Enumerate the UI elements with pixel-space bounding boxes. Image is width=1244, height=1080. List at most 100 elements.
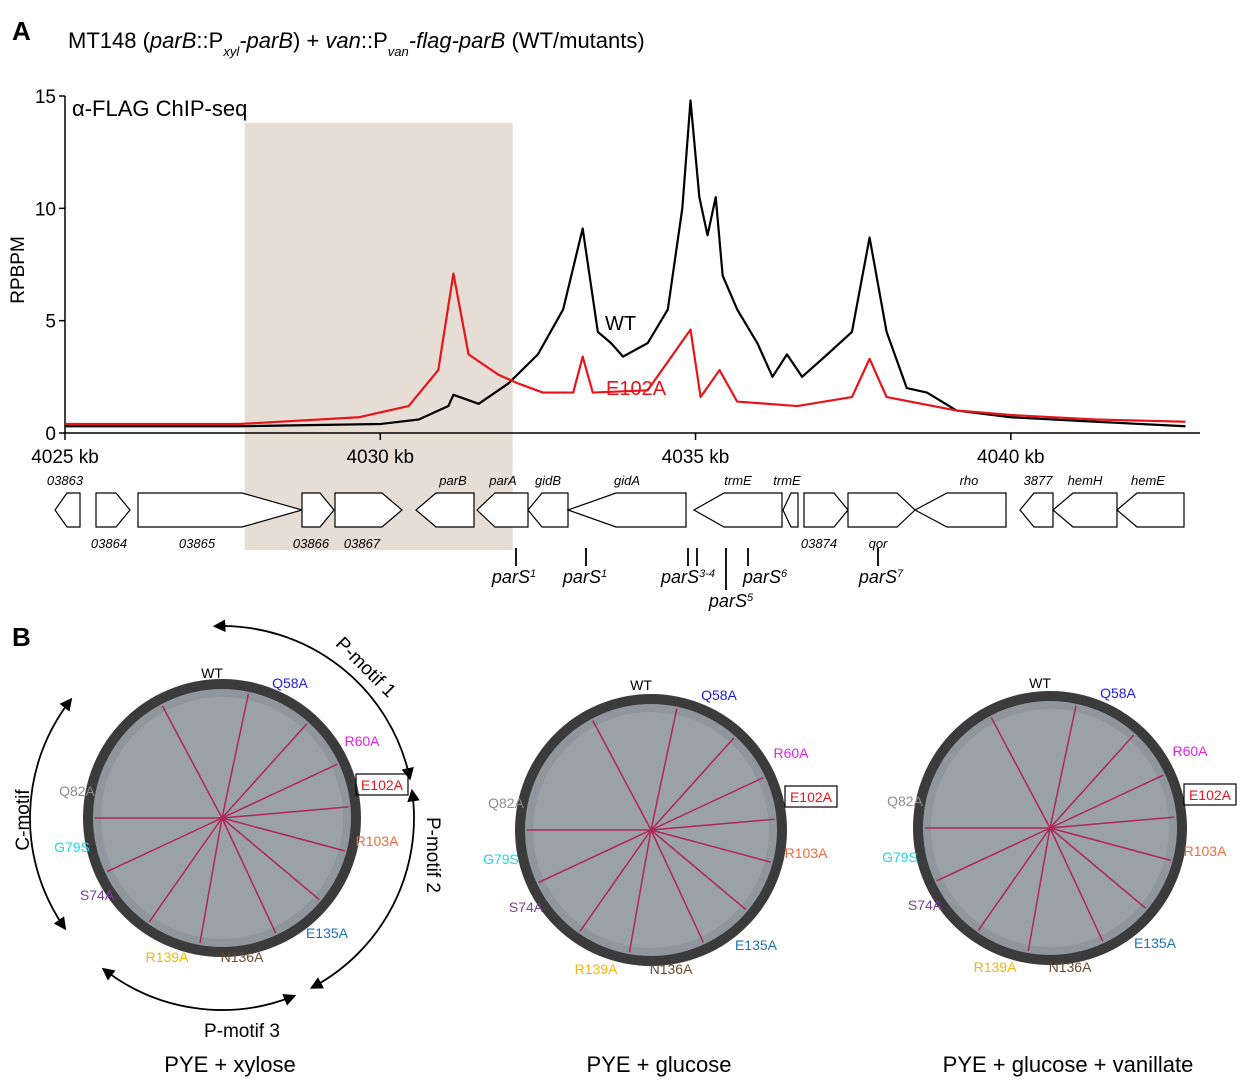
pars-name: parS [562,567,601,587]
gene-label: 03866 [293,536,330,551]
panel-title: MT148 (parB::Pxyl-parB) + van::Pvan-flag… [68,28,645,59]
pars-label: parS1 [562,567,607,587]
strain-label: S74A [509,899,544,915]
strain-label: R60A [773,745,809,761]
gene-arrow [568,493,686,527]
strain-label: Q82A [887,793,923,809]
figure: A MT148 (parB::Pxyl-parB) + van::Pvan-fl… [0,0,1244,1080]
gene-label: 03874 [801,536,837,551]
pars-name: parS [491,567,530,587]
pars-sup: 7 [897,568,904,580]
pars-label: parS1 [491,567,536,587]
y-tick-label: 10 [35,199,56,220]
title-part: ::P [361,28,388,53]
pars-label: parS6 [742,567,788,587]
title-part: ) + [293,28,325,53]
y-tick-label: 15 [35,87,56,108]
strain-label: R60A [1172,743,1208,759]
gene-label: hemE [1131,473,1165,488]
motif-arc [30,700,71,928]
annotation: α-FLAG ChIP-seq [72,96,247,121]
pars-sup: 5 [747,592,754,604]
pars-name: parS [708,591,747,611]
pars-sup: 1 [601,568,607,580]
title-part: (WT/mutants) [505,28,644,53]
strain-label: Q82A [59,783,95,799]
title-part: parB [149,28,196,53]
pars-sup: 1 [530,568,536,580]
gene-label: 03865 [179,536,216,551]
gene-arrow [55,493,80,527]
motif-label: C-motif [13,789,34,851]
strain-label: R103A [356,833,399,849]
gene-label: 3877 [1024,473,1054,488]
gene-arrow [96,493,130,527]
gene-label: rho [960,473,979,488]
y-axis-label: RPBPM [8,236,29,304]
pars-label: parS7 [858,567,904,587]
strain-label: R139A [146,949,189,965]
strain-label: WT [630,677,652,693]
gene-arrow [1117,493,1184,527]
pars-name: parS [660,567,699,587]
plate-caption: PYE + glucose + vanillate [943,1052,1194,1077]
gene-label: 03864 [91,536,127,551]
pars-sup: 3-4 [699,568,715,580]
title-part: van [388,44,409,59]
title-part: MT148 ( [68,28,151,53]
gene-arrow [848,493,915,527]
x-tick-label: 4030 kb [346,447,414,468]
strain-label: E135A [1134,935,1177,951]
motif-label: P-motif 2 [422,817,443,893]
gene-label: 03867 [344,536,381,551]
x-tick-label: 4025 kb [31,447,99,468]
gene-arrow [804,493,848,527]
strain-label: G79S [882,849,918,865]
title-part: -parB [239,28,293,53]
strain-label: E102A [361,777,404,793]
pars-sup: 6 [781,568,788,580]
series-label: WT [605,313,636,335]
strain-label: E102A [790,789,833,805]
strain-label: N136A [221,949,264,965]
strain-label: E135A [306,925,349,941]
pars-name: parS [742,567,781,587]
chart: 0 5 10 15 4025 kb 4030 kb 4035 kb 4040 kb RPBPM α… [8,87,1236,1077]
gene-arrow [783,493,798,527]
pars-name: parS [858,567,897,587]
title-part: xyl [222,44,240,59]
strain-label: Q58A [1100,685,1136,701]
series-label: E102A [606,378,667,400]
highlight-layer [245,123,513,550]
strain-label: S74A [80,887,115,903]
y-tick-label: 0 [45,424,56,445]
panel-letter: B [12,622,31,652]
strain-label: S74A [908,897,943,913]
plate-caption: PYE + glucose [587,1052,732,1077]
gene-arrow [528,493,568,527]
gene-label: gidB [535,473,561,488]
gene-label: gidA [614,473,640,488]
pars-label: parS3-4 [660,567,715,587]
x-tick-label: 4035 kb [662,447,730,468]
x-tick-label: 4040 kb [977,447,1045,468]
motif-arc [104,969,294,1010]
gene-label: trmE [773,473,801,488]
gene-label: trmE [724,473,752,488]
motif-label: P-motif 3 [204,1021,280,1042]
title-part: ::P [196,28,223,53]
data-line [65,273,1185,424]
strain-label: WT [201,665,223,681]
strain-label: N136A [1049,959,1092,975]
strain-label: R103A [785,845,828,861]
strain-label: R139A [575,961,618,977]
strain-label: R60A [344,733,380,749]
strain-label: Q58A [701,687,737,703]
gene-label: hemH [1068,473,1103,488]
strain-label: R103A [1184,843,1227,859]
gene-arrow [1020,493,1053,527]
strain-label: E135A [735,937,778,953]
title-part: van [325,28,360,53]
gene-arrow [915,493,1006,527]
strain-label: R139A [974,959,1017,975]
